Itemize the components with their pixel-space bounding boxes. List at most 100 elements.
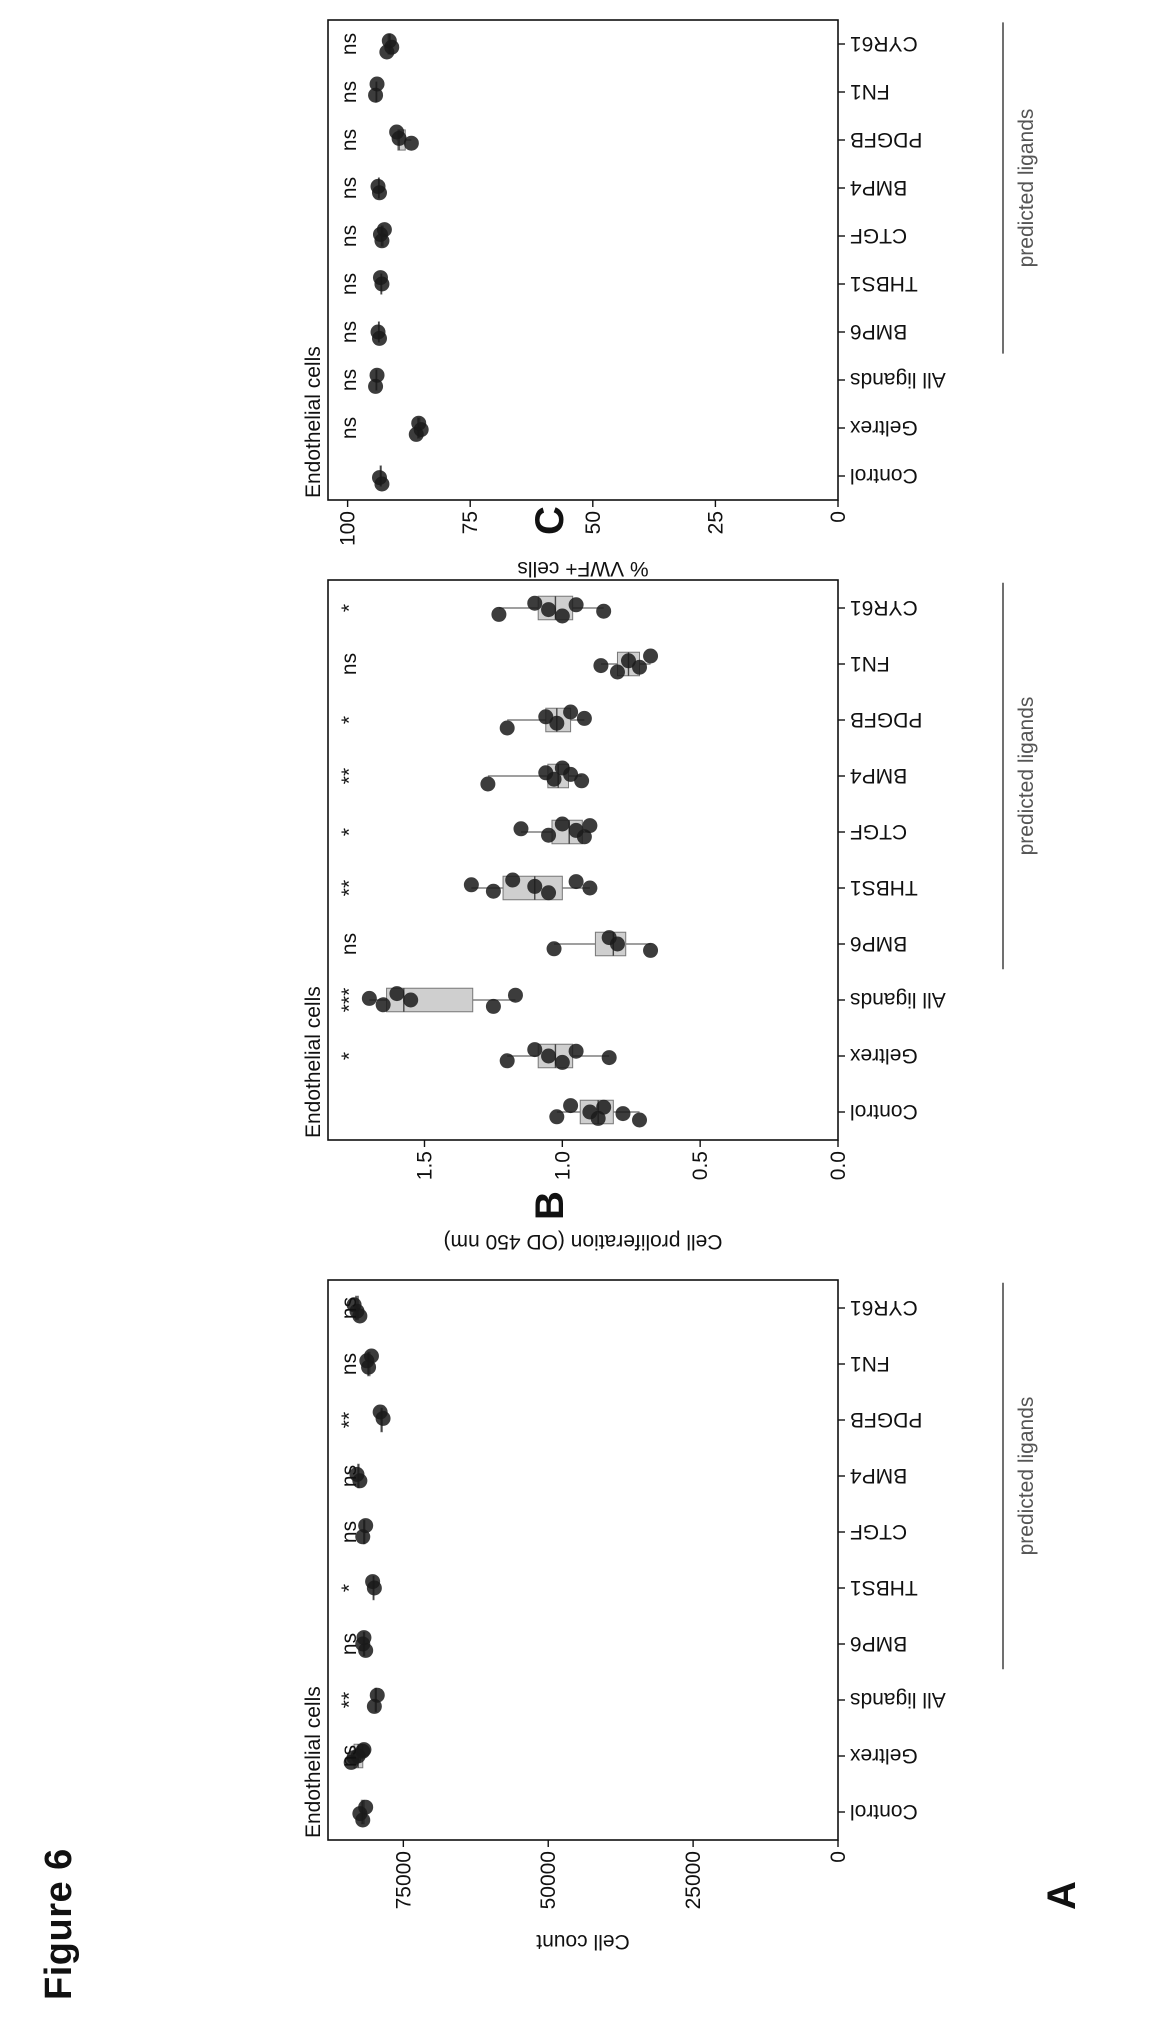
significance-label: ns: [338, 225, 361, 247]
data-point: [632, 659, 648, 675]
data-point: [499, 1053, 515, 1069]
x-tick-label: All ligands: [850, 368, 946, 391]
x-tick-label: FN1: [850, 652, 890, 675]
data-point: [369, 76, 385, 92]
significance-label: ns: [338, 369, 361, 391]
data-point: [643, 942, 659, 958]
data-point: [361, 990, 377, 1006]
significance-label: ns: [338, 1633, 361, 1655]
data-point: [370, 178, 386, 194]
data-point: [507, 987, 523, 1003]
data-point: [346, 1297, 362, 1313]
data-point: [389, 124, 405, 140]
significance-label: **: [338, 768, 361, 784]
data-point: [355, 1529, 371, 1545]
data-point: [568, 822, 584, 838]
data-point: [389, 986, 405, 1002]
data-point: [372, 270, 388, 286]
significance-label: *: [338, 828, 361, 836]
y-tick-label: 75000: [392, 1851, 415, 1909]
significance-label: ***: [338, 988, 361, 1013]
significance-label: *: [338, 1584, 361, 1592]
data-point: [554, 760, 570, 776]
significance-label: **: [338, 880, 361, 896]
data-point: [379, 44, 395, 60]
significance-label: ns: [338, 177, 361, 199]
data-point: [568, 597, 584, 613]
data-point: [485, 883, 501, 899]
data-point: [574, 773, 590, 789]
y-tick-label: 0: [827, 1851, 850, 1863]
data-point: [541, 602, 557, 618]
data-point: [375, 997, 391, 1013]
data-point: [576, 710, 592, 726]
x-tick-label: PDGFB: [850, 1408, 922, 1431]
y-tick-label: 0: [827, 511, 850, 523]
data-point: [370, 324, 386, 340]
data-point: [513, 821, 529, 837]
significance-label: *: [338, 604, 361, 612]
significance-label: ns: [338, 81, 361, 103]
x-tick-label: CTGF: [850, 1520, 907, 1543]
significance-label: ns: [338, 273, 361, 295]
data-point: [549, 1109, 565, 1125]
data-point: [527, 595, 543, 611]
data-point: [541, 1048, 557, 1064]
y-tick-label: 0.0: [827, 1151, 850, 1180]
data-point: [352, 1308, 368, 1324]
figure-title: Figure 6: [38, 1848, 80, 2000]
x-tick-label: THBS1: [850, 272, 918, 295]
data-point: [563, 704, 579, 720]
data-point: [593, 658, 609, 674]
panel-title-b: Endothelial cells: [302, 986, 325, 1138]
data-point: [620, 653, 636, 669]
significance-label: ns: [338, 129, 361, 151]
data-point: [538, 765, 554, 781]
significance-label: ns: [338, 33, 361, 55]
x-tick-label: CYR61: [850, 1296, 918, 1319]
y-tick-label: 1.0: [551, 1151, 574, 1180]
data-point: [546, 941, 562, 957]
data-point: [554, 1054, 570, 1070]
x-tick-label: FN1: [850, 1352, 890, 1375]
predicted-ligands-label: predicted ligands: [1015, 1397, 1038, 1556]
x-tick-label: BMP6: [850, 1632, 907, 1655]
data-point: [615, 1106, 631, 1122]
data-point: [356, 1630, 372, 1646]
plot-frame-c: [327, 19, 839, 501]
data-point: [643, 648, 659, 664]
x-tick-label: Control: [850, 464, 918, 487]
data-point: [491, 606, 507, 622]
x-tick-label: BMP6: [850, 320, 907, 343]
x-tick-label: BMP4: [850, 176, 908, 199]
data-point: [568, 1043, 584, 1059]
x-tick-label: Geltrex: [850, 1744, 918, 1767]
data-point: [403, 135, 419, 151]
data-point: [582, 1104, 598, 1120]
data-point: [549, 715, 565, 731]
data-point: [408, 426, 424, 442]
data-point: [505, 872, 521, 888]
x-tick-label: PDGFB: [850, 708, 922, 731]
data-point: [568, 874, 584, 890]
x-tick-label: Geltrex: [850, 416, 918, 439]
significance-label: ns: [338, 1297, 361, 1319]
data-point: [554, 816, 570, 832]
panel-c-chart: Endothelial cells 0 25 50 75 100 % VWF+ cells C…: [302, 19, 1038, 580]
data-point: [372, 1404, 388, 1420]
significance-label: *: [338, 1052, 361, 1060]
data-point: [366, 1698, 382, 1714]
data-point: [411, 415, 427, 431]
data-point: [368, 87, 384, 103]
data-point: [369, 367, 385, 383]
data-point: [582, 818, 598, 834]
x-tick-label: PDGFB: [850, 128, 922, 151]
y-axis-label-a: Cell count: [536, 1930, 630, 1953]
x-tick-label: BMP4: [850, 764, 908, 787]
significance-label: ns: [338, 1353, 361, 1375]
x-tick-label: CTGF: [850, 224, 907, 247]
significance-label: ns: [338, 653, 361, 675]
y-tick-label: 25000: [682, 1851, 705, 1909]
data-point: [601, 930, 617, 946]
y-tick-label: 75: [459, 511, 482, 534]
